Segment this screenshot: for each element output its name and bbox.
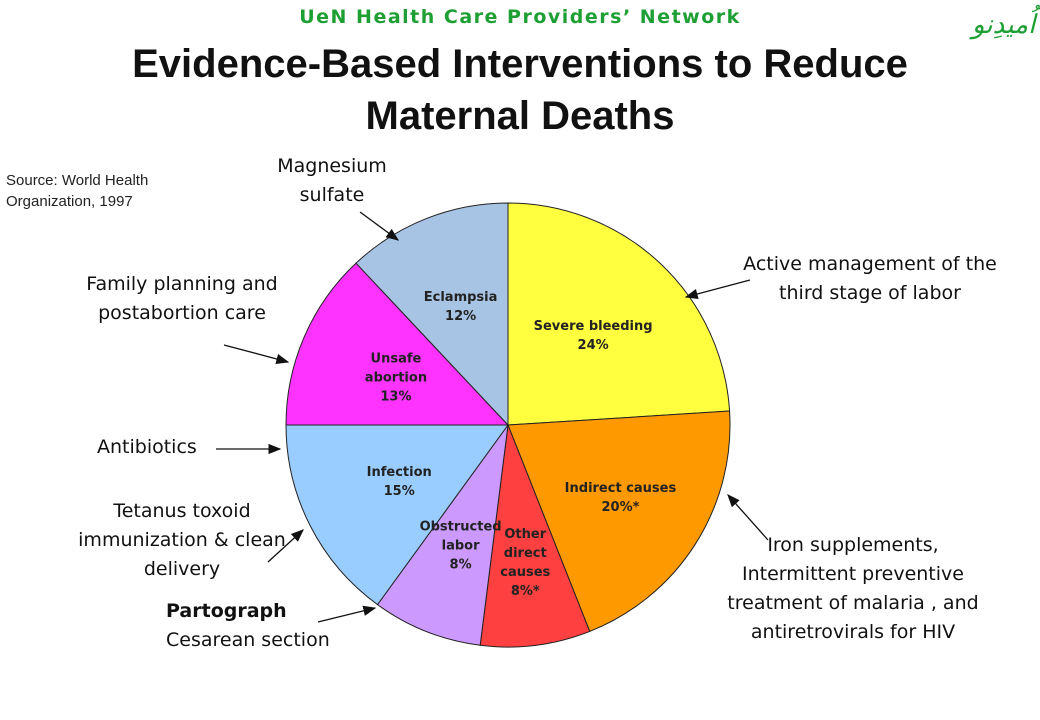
slice-obstructed-labor (376, 424, 509, 646)
slice-unsafe-abortion (285, 262, 510, 426)
slice-label-indirect-causes: Indirect causes 20%* (565, 481, 677, 515)
slice-label-infection: Infection 15% (367, 465, 432, 499)
arrow-magnesium (359, 211, 400, 241)
logo: اُمیدِنو (972, 10, 1036, 40)
arrow-iron (727, 494, 769, 541)
annotation-antibiotics: Antibiotics (97, 436, 197, 458)
slice-label-obstructed-labor: Obstructed labor 8% (420, 520, 502, 573)
slice-severe-bleeding (507, 202, 731, 426)
arrow-active (684, 279, 751, 300)
slice-eclampsia (355, 202, 509, 427)
arrow-tetanus (267, 529, 304, 563)
annotation-tetanus: Tetanus toxoid immunization & clean deli… (78, 500, 286, 580)
source-note: Source: World Health Organization, 1997 (6, 172, 149, 210)
slice-label-eclampsia: Eclampsia 12% (424, 290, 498, 324)
annotation-active-management: Active management of the third stage of … (743, 253, 997, 304)
slice-label-other-direct-causes: Other direct causes 8%* (500, 527, 550, 599)
page-title: Evidence-Based Interventions to Reduce M… (132, 42, 908, 138)
network-name: UeN Health Care Providers’ Network (299, 6, 741, 28)
slice-other-direct-causes (479, 424, 591, 648)
annotation-cesarean: Cesarean section (166, 629, 330, 651)
annotation-magnesium-sulfate: Magnesium sulfate (277, 155, 387, 206)
annotation-family-planning: Family planning and postabortion care (86, 273, 278, 324)
slice-label-unsafe-abortion: Unsafe abortion 13% (365, 352, 427, 405)
annotation-partograph: Partograph (166, 600, 287, 622)
arrow-family (223, 344, 290, 365)
arrow-partograph (317, 605, 377, 623)
slice-infection (285, 424, 509, 606)
annotation-iron-supplements: Iron supplements, Intermittent preventiv… (727, 534, 979, 643)
slice-label-severe-bleeding: Severe bleeding 24% (534, 319, 653, 353)
slice-indirect-causes (507, 410, 731, 633)
